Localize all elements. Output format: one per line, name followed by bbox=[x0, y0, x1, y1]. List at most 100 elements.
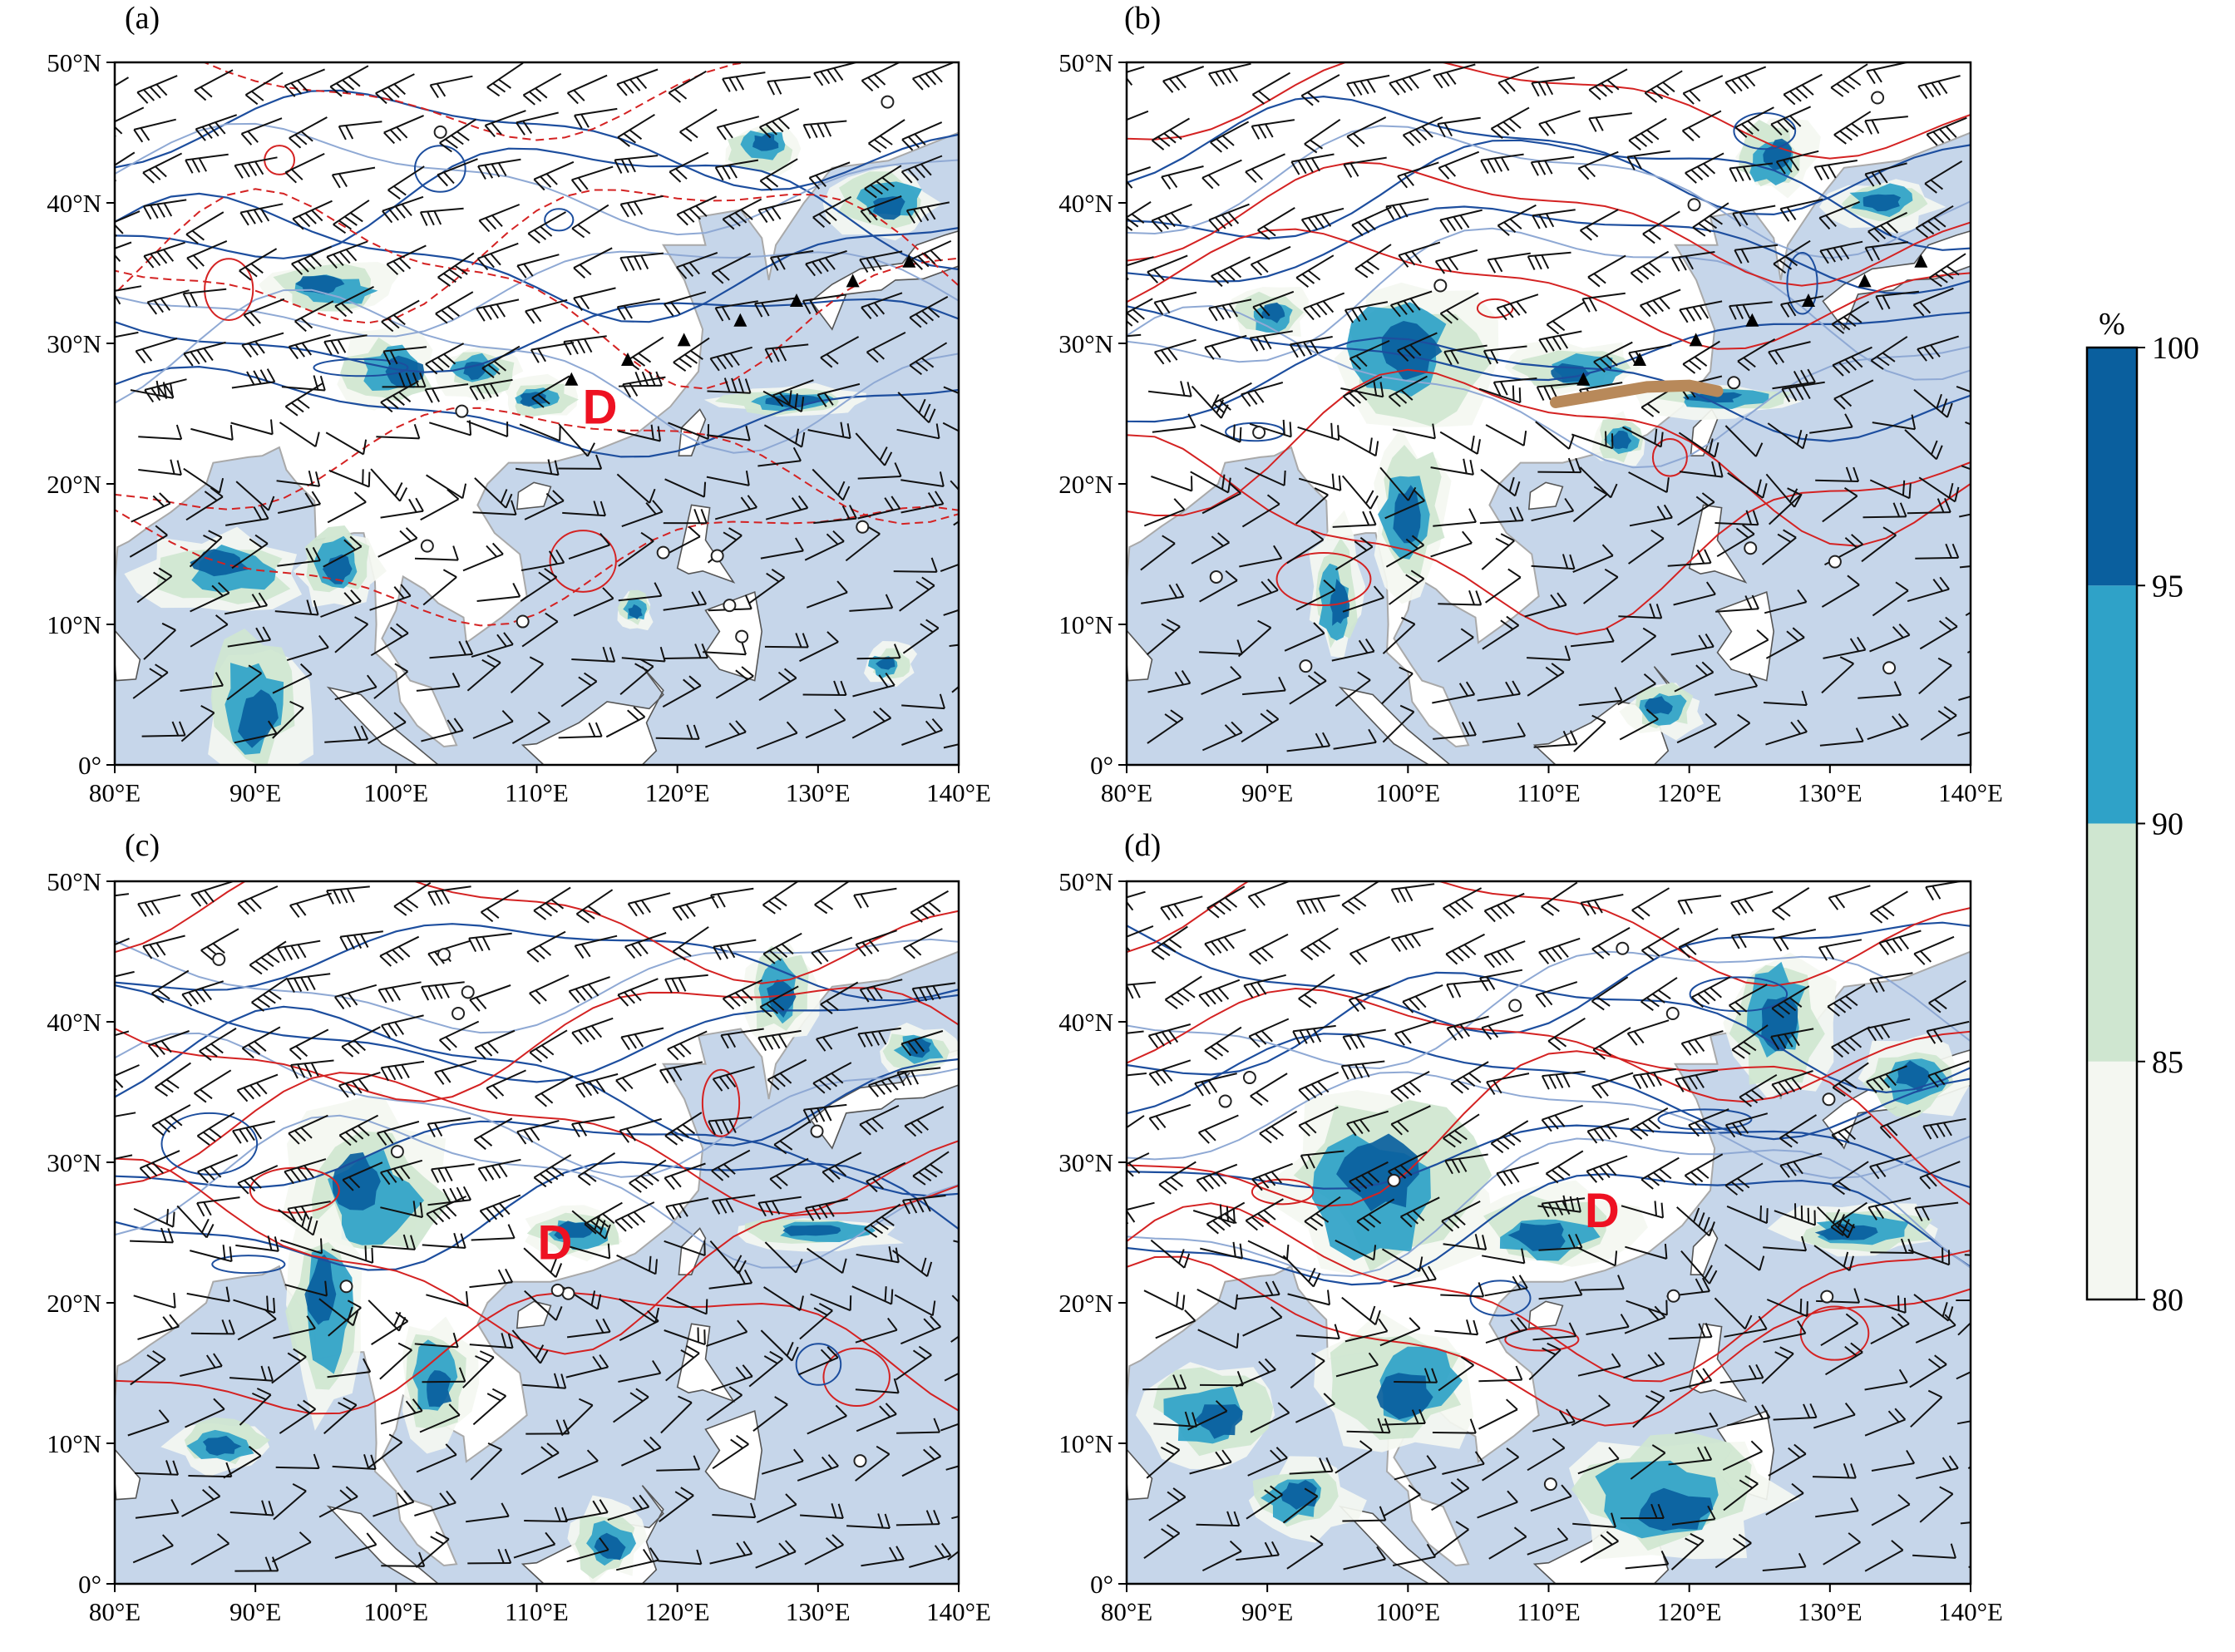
wind-barb-flag bbox=[393, 586, 405, 599]
wind-barb-flag bbox=[632, 1497, 644, 1510]
wind-barb bbox=[115, 151, 136, 166]
wind-barb-flag bbox=[1364, 219, 1376, 231]
wind-barb-flag bbox=[346, 888, 355, 903]
y-tick-label: 0° bbox=[1090, 751, 1113, 780]
wind-barb-flag bbox=[1209, 1174, 1221, 1187]
wind-barb-flag bbox=[685, 904, 696, 917]
wind-barb-flag bbox=[1454, 900, 1468, 913]
wind-barb-flag bbox=[381, 89, 394, 101]
wind-barb-flag bbox=[913, 208, 923, 223]
station-circle bbox=[656, 545, 670, 560]
wind-barb-flag bbox=[1390, 889, 1399, 904]
wind-barb-flag bbox=[667, 1048, 679, 1061]
wind-barb-flag bbox=[401, 203, 412, 217]
wind-barb-flag bbox=[211, 584, 224, 597]
wind-barb-flag bbox=[292, 218, 304, 230]
wind-barb-flag bbox=[642, 1548, 653, 1563]
wind-barb-flag bbox=[666, 1068, 676, 1082]
wind-barb bbox=[327, 1371, 371, 1378]
wind-barb-flag bbox=[1685, 308, 1695, 322]
wind-barb-flag bbox=[1379, 382, 1384, 397]
wind-barb-flag bbox=[872, 710, 886, 722]
wind-barb-flag bbox=[1348, 999, 1359, 1013]
wind-barb-flag bbox=[1207, 174, 1221, 187]
wind-barb bbox=[616, 473, 650, 504]
wind-barb bbox=[1675, 1424, 1718, 1435]
wind-barb-flag bbox=[1157, 217, 1170, 230]
y-tick-label: 10°N bbox=[1058, 610, 1113, 639]
wind-barb-flag bbox=[144, 389, 155, 403]
wind-barb-flag bbox=[347, 1043, 360, 1054]
island bbox=[1527, 481, 1564, 510]
wind-barb-flag bbox=[1704, 219, 1718, 229]
humidity-shading bbox=[1376, 1373, 1433, 1420]
wind-barb-flag bbox=[1492, 382, 1502, 397]
wind-barb-flag bbox=[338, 173, 348, 188]
wind-barb-flag bbox=[526, 951, 540, 963]
wind-barb-flag bbox=[398, 372, 406, 387]
wind-barb-flag bbox=[551, 1166, 565, 1176]
wind-barb-flag bbox=[152, 495, 165, 507]
wind-barb-flag bbox=[213, 1398, 225, 1410]
wind-barb-flag bbox=[1898, 1368, 1908, 1383]
wind-barb-flag bbox=[1737, 713, 1751, 724]
wind-barb-flag bbox=[1569, 730, 1578, 745]
wind-barb-flag bbox=[1243, 984, 1254, 999]
wind-barb-flag bbox=[1160, 300, 1171, 314]
wind-barb-flag bbox=[1756, 629, 1769, 641]
wind-barb-flag bbox=[448, 1403, 461, 1416]
wind-barb-flag bbox=[501, 1502, 510, 1517]
wind-barb-flag bbox=[1210, 1046, 1224, 1057]
wind-barb-flag bbox=[1718, 461, 1724, 477]
wind-barb-flag bbox=[191, 229, 205, 241]
map-area: D bbox=[115, 62, 959, 765]
wind-barb bbox=[1437, 636, 1474, 663]
wind-barb-flag bbox=[1412, 1210, 1425, 1221]
wind-barb-flag bbox=[1551, 663, 1565, 673]
wind-barb-flag bbox=[1784, 1033, 1793, 1048]
wind-barb-flag bbox=[1656, 505, 1666, 520]
wind-barb-flag bbox=[304, 492, 314, 506]
wind-barb-flag bbox=[1212, 402, 1226, 414]
shear-line bbox=[1550, 379, 1724, 408]
wind-barb-flag bbox=[668, 91, 681, 103]
wind-barb-flag bbox=[864, 1033, 873, 1047]
wind-barb-flag bbox=[480, 911, 494, 923]
wind-barb-flag bbox=[1432, 423, 1436, 439]
wind-barb-flag bbox=[1882, 295, 1891, 309]
wind-barb-flag bbox=[1385, 205, 1395, 220]
wind-barb-flag bbox=[340, 302, 353, 314]
wind-barb-flag bbox=[921, 576, 935, 587]
y-tick-label: 20°N bbox=[1058, 1289, 1113, 1318]
wind-barb-flag bbox=[1752, 510, 1759, 525]
wind-barb-flag bbox=[431, 1168, 440, 1183]
wind-barb-flag bbox=[1617, 1275, 1625, 1290]
wind-barb-flag bbox=[490, 253, 501, 266]
wind-barb-flag bbox=[775, 946, 788, 958]
wind-barb-flag bbox=[1263, 1209, 1276, 1221]
wind-barb-flag bbox=[1833, 247, 1843, 261]
wind-barb-flag bbox=[1463, 944, 1477, 955]
wind-barb-flag bbox=[1423, 1368, 1431, 1383]
wind-barb-flag bbox=[754, 303, 763, 318]
wind-barb-flag bbox=[229, 1246, 233, 1262]
wind-barb bbox=[237, 1318, 277, 1341]
wind-barb-flag bbox=[115, 224, 124, 234]
wind-barb bbox=[1586, 1326, 1629, 1335]
wind-barb-flag bbox=[1869, 979, 1878, 994]
contour-line bbox=[1251, 1178, 1315, 1206]
wind-barb-flag bbox=[721, 306, 731, 321]
wind-barb-flag bbox=[1759, 1255, 1765, 1271]
wind-barb-flag bbox=[338, 1402, 352, 1411]
wind-barb-flag bbox=[1851, 122, 1864, 134]
wind-barb-flag bbox=[757, 1202, 767, 1217]
wind-barb bbox=[180, 712, 215, 742]
wind-barb-flag bbox=[445, 1443, 457, 1456]
wind-barb-flag bbox=[866, 208, 878, 221]
wind-barb-flag bbox=[349, 212, 363, 223]
wind-barb bbox=[568, 544, 610, 560]
wind-barb-flag bbox=[392, 949, 404, 961]
wind-barb-flag bbox=[1626, 156, 1636, 170]
wind-barb-flag bbox=[676, 1127, 690, 1138]
wind-barb-flag bbox=[1168, 584, 1178, 599]
